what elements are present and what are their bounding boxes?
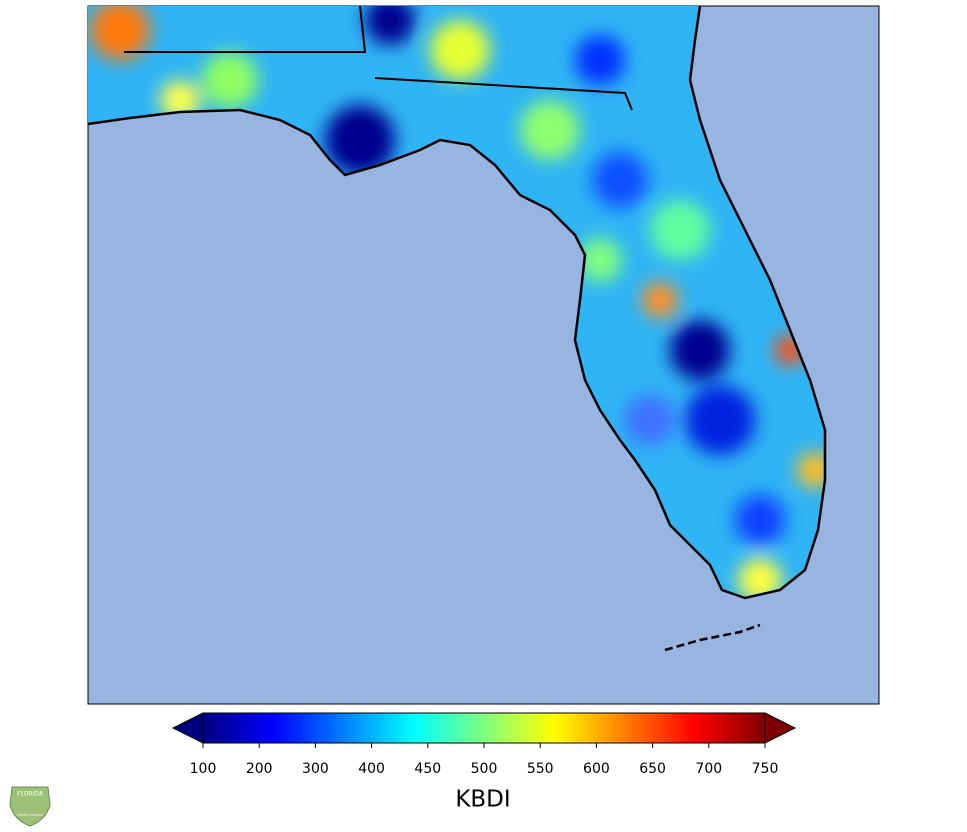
colorbar-label: KBDI <box>455 787 510 813</box>
coastline <box>87 5 827 600</box>
colorbar-tick-label: 550 <box>527 761 554 777</box>
logo-subtitle: FOREST SERVICE <box>17 813 43 817</box>
keys <box>664 623 761 652</box>
colorbar-tick-label: 100 <box>190 761 217 777</box>
colorbar-tick-label: 650 <box>639 761 666 777</box>
map <box>87 5 880 705</box>
colorbar-tick-label: 700 <box>695 761 722 777</box>
colorbar-arrow-high <box>764 712 797 744</box>
colorbar-tick-label: 400 <box>358 761 385 777</box>
logo: FLORIDA FOREST SERVICE <box>9 786 51 827</box>
colorbar-tick-label: 600 <box>583 761 610 777</box>
colorbar-body <box>202 712 766 744</box>
colorbar-tick-label: 450 <box>414 761 441 777</box>
colorbar: 100 200 300 400 450 500 550 600 650 700 750 <box>171 712 797 777</box>
colorbar-tick-label: 500 <box>471 761 498 777</box>
logo-title: FLORIDA <box>17 791 44 798</box>
colorbar-tick-label: 200 <box>246 761 273 777</box>
state-border <box>124 5 633 111</box>
colorbar-tick-label: 300 <box>302 761 329 777</box>
colorbar-arrow-low <box>171 712 204 744</box>
colorbar-tick-label: 750 <box>752 761 779 777</box>
